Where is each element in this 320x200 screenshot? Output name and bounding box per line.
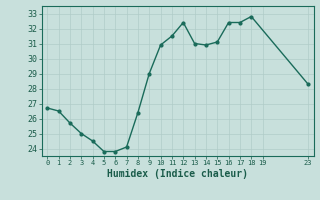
X-axis label: Humidex (Indice chaleur): Humidex (Indice chaleur) — [107, 169, 248, 179]
